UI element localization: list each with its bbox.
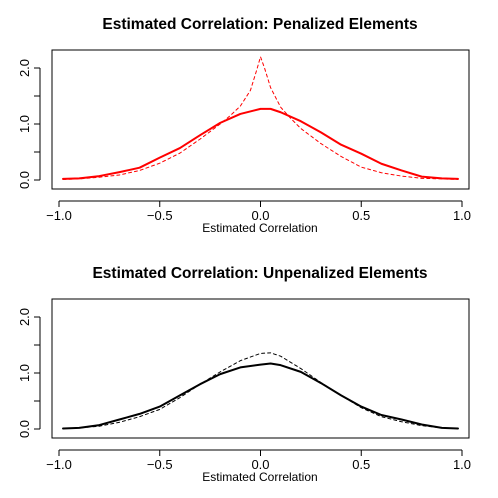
x-tick-label: −0.5 (147, 457, 173, 472)
y-tick-label: 2.0 (17, 308, 32, 326)
y-tick-label: 0.0 (17, 420, 32, 438)
series-line-solid (62, 362, 459, 430)
plot-frame (51, 298, 470, 439)
chart-title: Estimated Correlation: Unpenalized Eleme… (92, 265, 427, 282)
x-tick-label: −0.5 (147, 208, 173, 223)
x-tick-label: 0.5 (352, 208, 370, 223)
x-tick-label: −1.0 (46, 457, 72, 472)
panel-unpenalized: Estimated Correlation: Unpenalized Eleme… (17, 265, 471, 484)
series-line-solid (62, 107, 459, 180)
x-tick-label: 0.0 (251, 208, 269, 223)
x-tick-label: 1.0 (453, 457, 471, 472)
y-tick-label: 2.0 (17, 59, 32, 77)
y-tick-label: 0.0 (17, 171, 32, 189)
x-axis-label: Estimated Correlation (202, 470, 317, 484)
x-tick-label: 0.0 (251, 457, 269, 472)
chart-title: Estimated Correlation: Penalized Element… (102, 16, 417, 33)
y-tick-label: 1.0 (17, 364, 32, 382)
x-tick-label: 1.0 (453, 208, 471, 223)
plot-frame (51, 49, 470, 190)
x-tick-label: 0.5 (352, 457, 370, 472)
panel-penalized: Estimated Correlation: Penalized Element… (17, 16, 471, 235)
y-tick-label: 1.0 (17, 115, 32, 133)
series-line-dashed (62, 56, 459, 180)
x-axis-label: Estimated Correlation (202, 221, 317, 235)
series-line-dashed (62, 352, 459, 429)
x-tick-label: −1.0 (46, 208, 72, 223)
